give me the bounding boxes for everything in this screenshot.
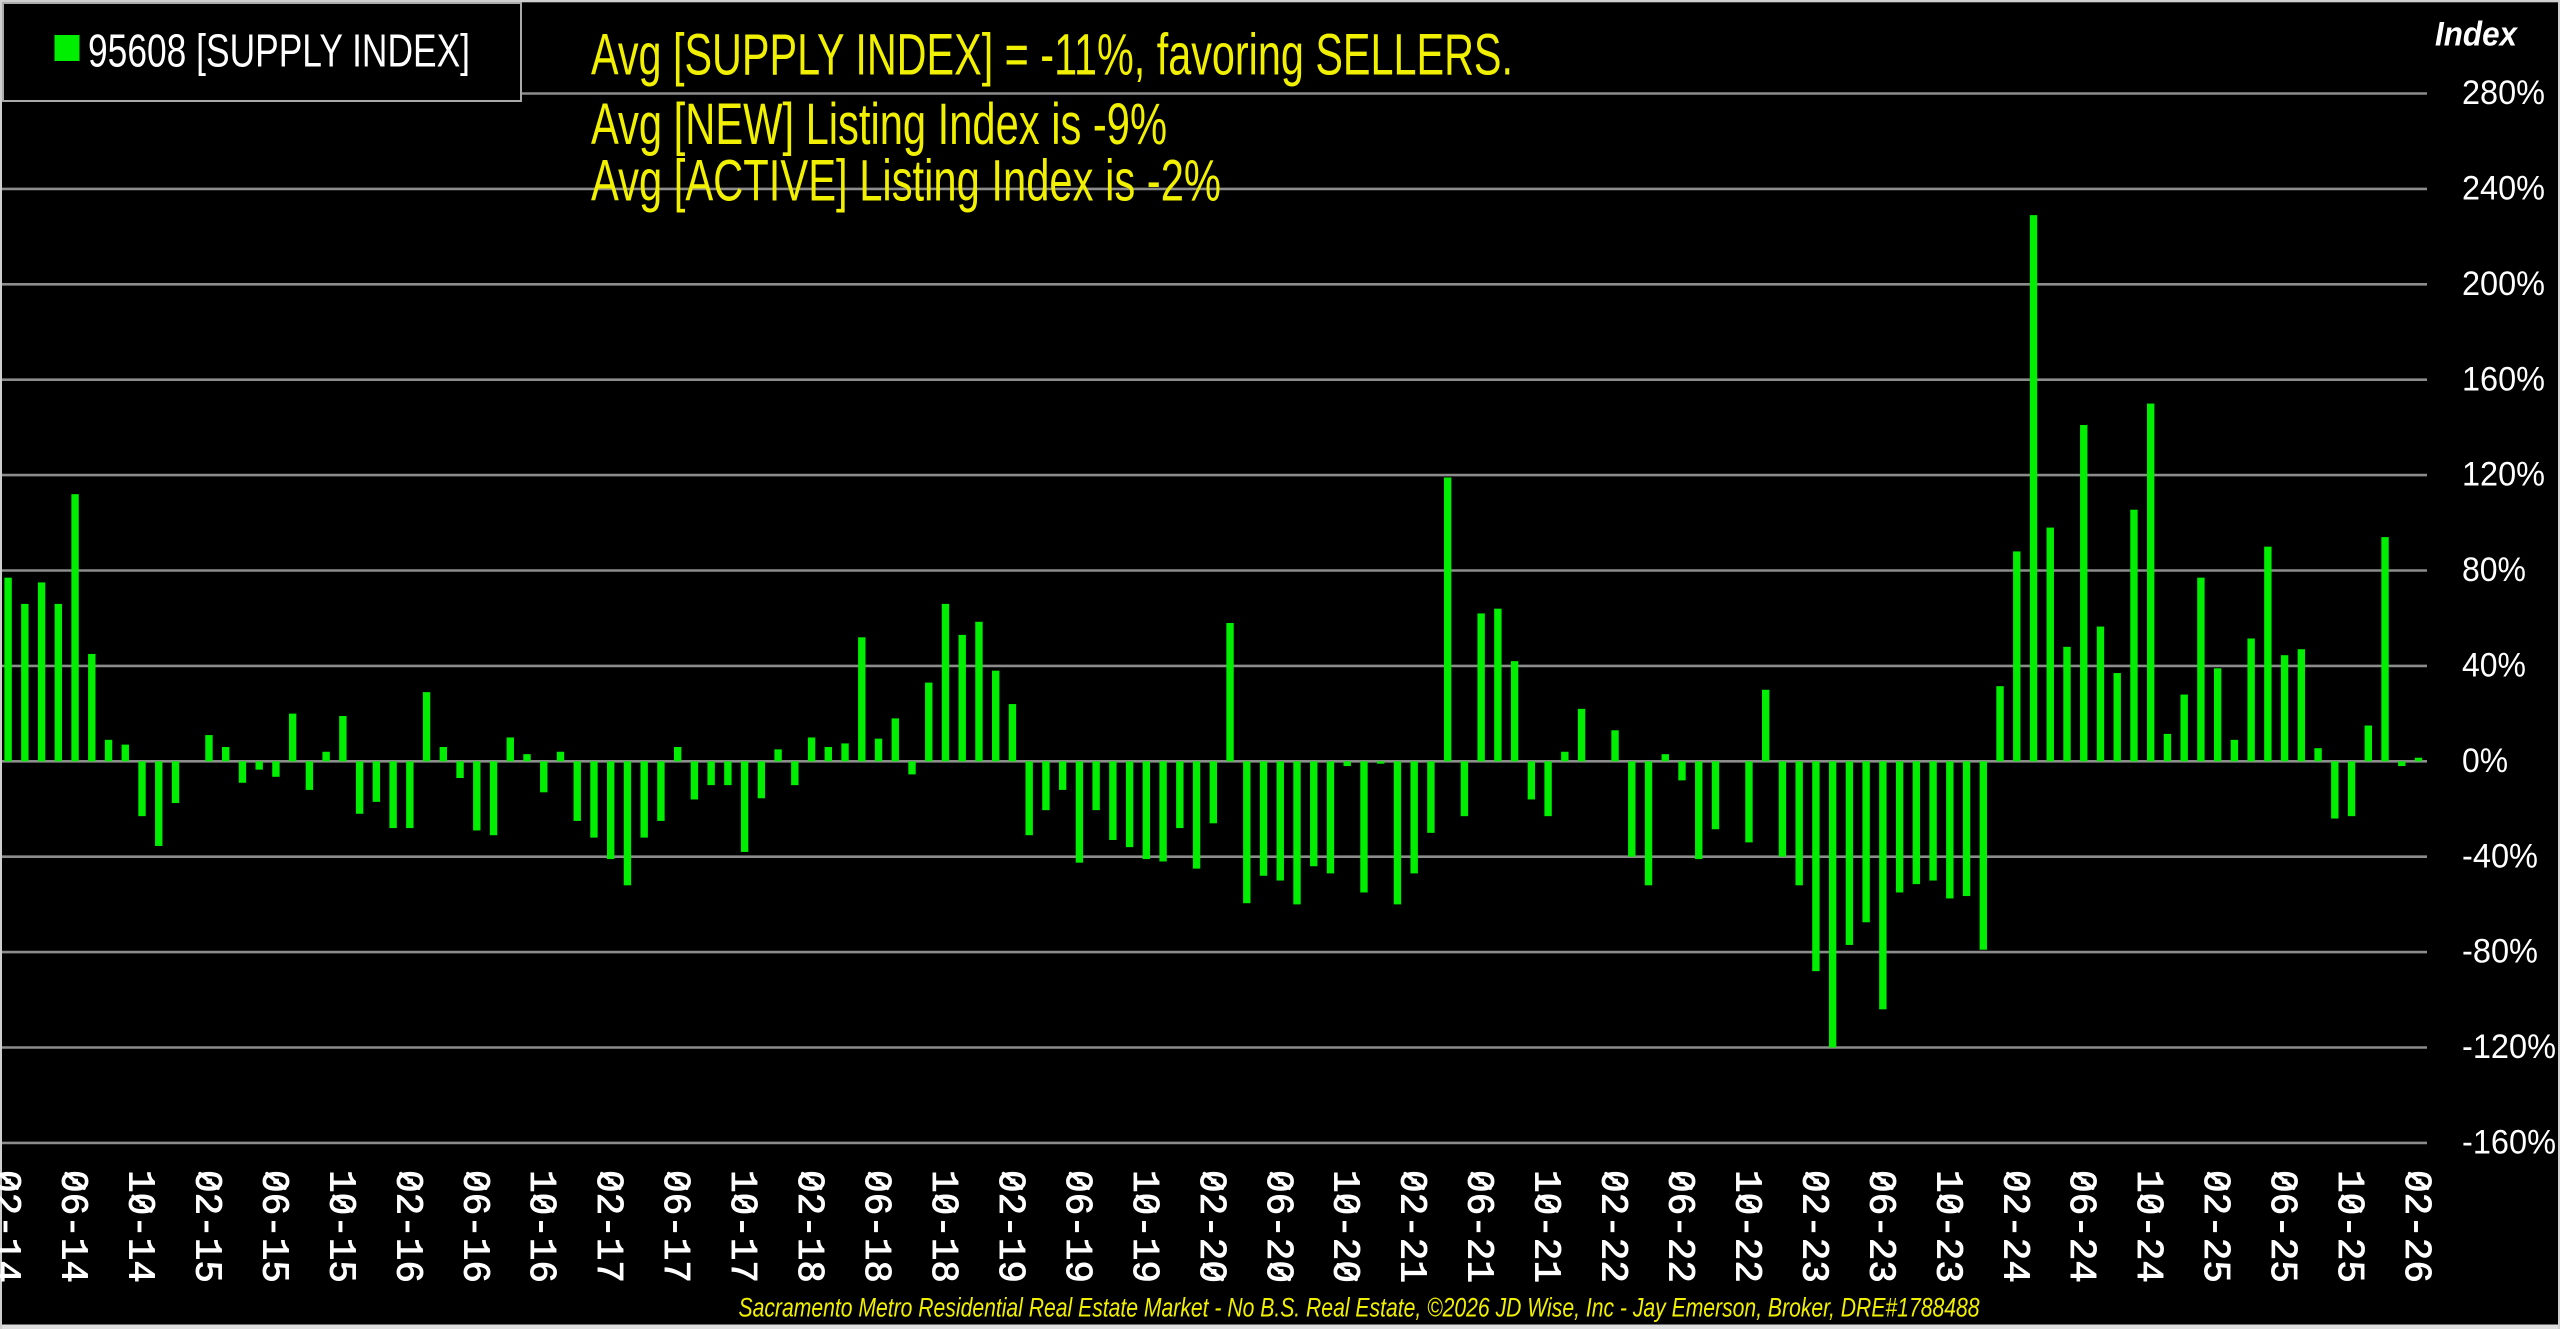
- svg-text:06-25: 06-25: [2260, 1170, 2303, 1283]
- svg-text:06-19: 06-19: [1055, 1170, 1098, 1283]
- svg-text:160%: 160%: [2462, 360, 2545, 398]
- svg-text:02-16: 02-16: [385, 1170, 428, 1283]
- svg-text:10-23: 10-23: [1925, 1170, 1968, 1283]
- svg-text:-40%: -40%: [2462, 837, 2538, 875]
- svg-text:02-15: 02-15: [185, 1170, 228, 1283]
- svg-text:240%: 240%: [2462, 170, 2545, 208]
- svg-text:-160%: -160%: [2462, 1124, 2556, 1162]
- svg-text:10-19: 10-19: [1122, 1170, 1165, 1283]
- svg-text:02-24: 02-24: [1992, 1170, 2035, 1283]
- svg-text:02-23: 02-23: [1791, 1170, 1834, 1283]
- svg-text:02-17: 02-17: [586, 1170, 629, 1283]
- svg-text:06-20: 06-20: [1256, 1170, 1299, 1283]
- svg-text:02-25: 02-25: [2193, 1170, 2236, 1283]
- svg-text:80%: 80%: [2462, 551, 2526, 589]
- svg-text:02-20: 02-20: [1189, 1170, 1232, 1283]
- svg-text:-120%: -120%: [2462, 1028, 2556, 1066]
- svg-text:10-21: 10-21: [1524, 1170, 1567, 1283]
- svg-text:95608 [SUPPLY INDEX]: 95608 [SUPPLY INDEX]: [88, 25, 470, 77]
- svg-text:02-26: 02-26: [2394, 1170, 2437, 1283]
- svg-text:280%: 280%: [2462, 74, 2545, 112]
- svg-text:06-21: 06-21: [1457, 1170, 1500, 1283]
- svg-text:06-16: 06-16: [452, 1170, 495, 1283]
- svg-text:10-25: 10-25: [2327, 1170, 2370, 1283]
- svg-text:Avg [NEW] Listing Index is -9%: Avg [NEW] Listing Index is -9%: [591, 92, 1167, 157]
- svg-text:40%: 40%: [2462, 647, 2526, 685]
- svg-text:Avg [ACTIVE] Listing Index is: Avg [ACTIVE] Listing Index is -2%: [591, 149, 1221, 214]
- svg-text:06-14: 06-14: [51, 1170, 94, 1283]
- svg-text:02-18: 02-18: [787, 1170, 830, 1283]
- svg-text:06-17: 06-17: [653, 1170, 696, 1283]
- svg-text:200%: 200%: [2462, 265, 2545, 303]
- svg-text:Avg [SUPPLY INDEX] = -11%, fav: Avg [SUPPLY INDEX] = -11%, favoring SELL…: [591, 23, 1513, 88]
- svg-text:10-22: 10-22: [1725, 1170, 1768, 1283]
- svg-text:10-14: 10-14: [118, 1170, 161, 1283]
- svg-text:02-22: 02-22: [1591, 1170, 1634, 1283]
- svg-text:10-17: 10-17: [720, 1170, 763, 1283]
- svg-text:06-22: 06-22: [1658, 1170, 1701, 1283]
- svg-text:06-18: 06-18: [854, 1170, 897, 1283]
- svg-text:02-19: 02-19: [988, 1170, 1031, 1283]
- svg-text:06-23: 06-23: [1858, 1170, 1901, 1283]
- svg-text:Index: Index: [2435, 15, 2519, 53]
- svg-text:10-16: 10-16: [519, 1170, 562, 1283]
- svg-text:10-15: 10-15: [318, 1170, 361, 1283]
- svg-text:120%: 120%: [2462, 456, 2545, 494]
- svg-text:Sacramento Metro Residential R: Sacramento Metro Residential Real Estate…: [739, 1293, 1980, 1323]
- svg-text:10-18: 10-18: [921, 1170, 964, 1283]
- svg-text:02-14: 02-14: [0, 1170, 27, 1283]
- svg-text:06-15: 06-15: [251, 1170, 294, 1283]
- svg-text:10-24: 10-24: [2126, 1170, 2169, 1283]
- svg-text:0%: 0%: [2462, 742, 2508, 780]
- svg-text:06-24: 06-24: [2059, 1170, 2102, 1283]
- svg-text:-80%: -80%: [2462, 933, 2538, 971]
- svg-text:10-20: 10-20: [1323, 1170, 1366, 1283]
- svg-text:02-21: 02-21: [1390, 1170, 1433, 1283]
